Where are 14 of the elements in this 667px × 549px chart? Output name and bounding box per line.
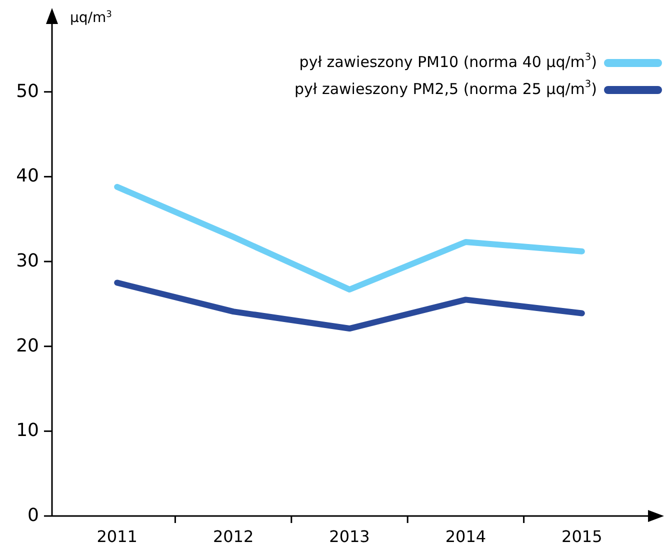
y-tick-label: 50 — [16, 80, 39, 102]
x-tick-label: 2013 — [329, 527, 370, 546]
y-tick-label: 10 — [16, 420, 39, 442]
x-tick-label: 2015 — [562, 527, 602, 546]
legend-label: pył zawieszony PM2,5 (norma 25 μq/m$^{3}$) — [294, 79, 597, 98]
y-tick-label: 30 — [16, 250, 39, 272]
x-tick-label: 2011 — [96, 527, 138, 546]
y-axis-title: μq/m$^{3}$ — [70, 10, 112, 26]
y-tick-label: 0 — [28, 504, 39, 526]
y-tick-label: 40 — [16, 166, 39, 187]
x-tick-label: 2014 — [445, 527, 486, 546]
y-tick-label: 20 — [16, 335, 39, 356]
legend-label: pył zawieszony PM10 (norma 40 μq/m$^{3}$) — [299, 52, 597, 72]
x-tick-label: 2012 — [212, 527, 254, 546]
